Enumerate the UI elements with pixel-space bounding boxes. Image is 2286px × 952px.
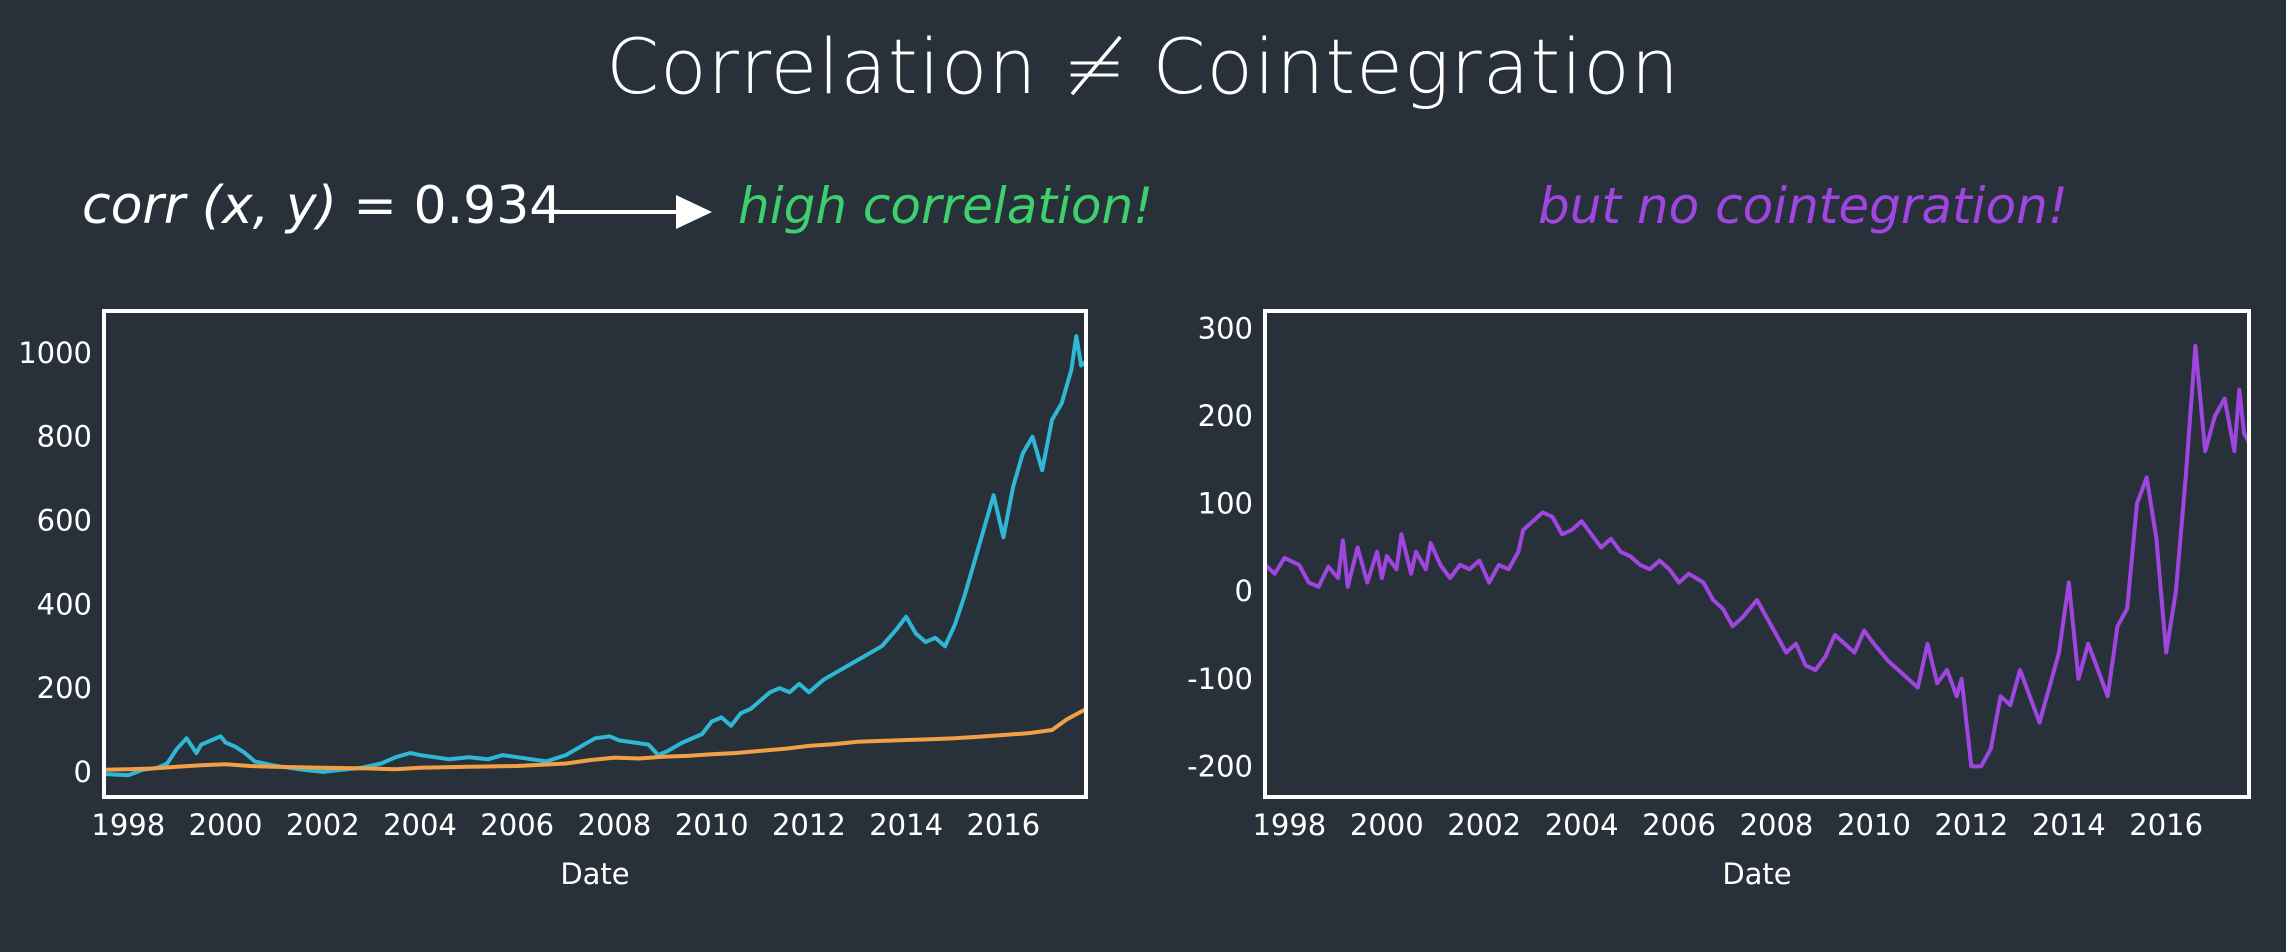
right-chart-x-tick-label: 1998 (1252, 808, 1326, 842)
left-chart-y-tick-label: 1000 (18, 336, 92, 370)
right-chart-x-tick-label: 2004 (1545, 808, 1619, 842)
left-chart-x-tick-label: 2008 (578, 808, 652, 842)
slide-title: Correlation ≠ Cointegration (606, 22, 1680, 111)
left-chart-x-tick-label: 2010 (675, 808, 749, 842)
high-correlation-caption: high correlation! (738, 177, 1154, 235)
right-chart-plot-area (1265, 344, 2249, 769)
formula-arguments: (x, y) (201, 176, 337, 236)
left-chart-x-tick-label: 2014 (869, 808, 943, 842)
right-chart-x-tick-label: 2010 (1837, 808, 1911, 842)
right-chart-x-tick-label: 2000 (1350, 808, 1424, 842)
right-chart-frame (1263, 309, 2251, 799)
left-chart-x-tick-label: 2004 (383, 808, 457, 842)
left-chart-x-tick-label: 2012 (772, 808, 846, 842)
right-chart-series-line-1 (1265, 344, 2249, 769)
correlation-formula: corr (x, y) = 0.934 (82, 176, 562, 236)
right-chart-y-tick-label: 0 (1235, 574, 1253, 608)
right-arrow-icon (536, 195, 712, 229)
left-chart-y-tick-label: 400 (37, 587, 92, 621)
left-chart-y-tick-label: 0 (74, 755, 92, 789)
left-chart-plot-area (104, 334, 1086, 778)
left-chart-frame (102, 309, 1088, 799)
right-chart-x-tick-label: 2016 (2129, 808, 2203, 842)
left-chart-x-tick-label: 2016 (966, 808, 1040, 842)
right-chart-y-tick-label: -100 (1187, 662, 1253, 696)
left-chart-x-axis-title: Date (560, 857, 629, 891)
left-chart-x-tick-label: 2006 (480, 808, 554, 842)
left-chart-x-tick-label: 2002 (286, 808, 360, 842)
right-chart-x-tick-label: 2006 (1642, 808, 1716, 842)
formula-function: corr (82, 176, 186, 236)
right-chart-y-tick-label: 300 (1198, 312, 1253, 346)
left-chart-y-tick-label: 800 (37, 420, 92, 454)
right-chart-x-tick-label: 2008 (1740, 808, 1814, 842)
no-cointegration-caption: but no cointegration! (1538, 177, 2068, 235)
right-chart-x-tick-label: 2002 (1447, 808, 1521, 842)
left-chart-series-line-2 (104, 707, 1086, 772)
left-chart-series-line-1 (104, 334, 1086, 778)
right-chart-y-tick-label: -200 (1187, 749, 1253, 783)
right-chart-x-tick-label: 2014 (2032, 808, 2106, 842)
left-chart-x-tick-label: 2000 (189, 808, 263, 842)
right-chart-x-axis-title: Date (1722, 857, 1791, 891)
left-chart-x-tick-label: 1998 (91, 808, 165, 842)
right-chart-x-tick-label: 2012 (1934, 808, 2008, 842)
left-chart-y-tick-label: 600 (37, 503, 92, 537)
left-chart-y-tick-label: 200 (37, 671, 92, 705)
right-chart-y-tick-label: 200 (1198, 399, 1253, 433)
right-chart-y-tick-label: 100 (1198, 487, 1253, 521)
formula-value: = 0.934 (353, 176, 563, 236)
